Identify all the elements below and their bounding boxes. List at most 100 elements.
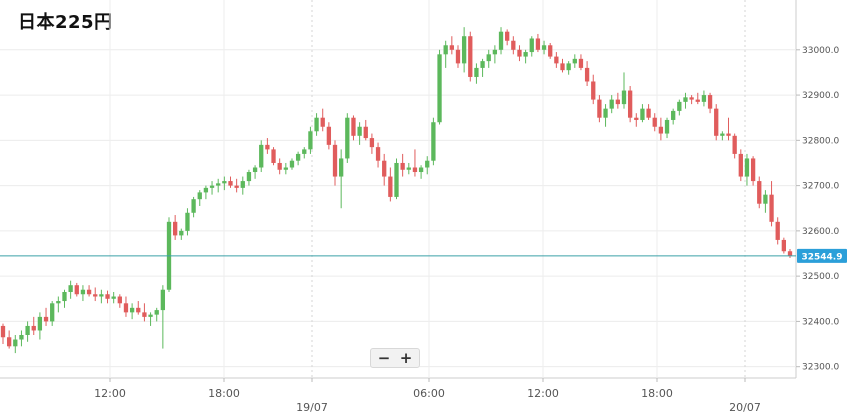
candle <box>31 316 36 335</box>
candle-body <box>240 181 245 188</box>
candle-body <box>621 90 627 105</box>
candle-body <box>431 122 436 161</box>
candle <box>68 280 73 299</box>
candle-body <box>566 63 571 71</box>
candle-body <box>99 294 104 297</box>
candle <box>505 29 510 46</box>
x-tick-label: 06:00 <box>413 387 445 400</box>
candle <box>0 323 6 345</box>
candle <box>43 307 49 326</box>
y-tick-label: 32700.0 <box>802 182 839 192</box>
x-tick-label: 12:00 <box>94 387 126 400</box>
candle <box>664 117 670 139</box>
candle <box>468 31 473 82</box>
candle-body <box>345 117 350 159</box>
candle-body <box>375 147 381 161</box>
candle <box>129 303 135 320</box>
candle <box>357 122 362 145</box>
candle-body <box>634 117 639 120</box>
candle <box>179 228 184 240</box>
candle-body <box>769 194 774 222</box>
current-price-label-bg <box>797 248 847 263</box>
y-axis: 32300.0 32400.0 32500.0 32600.0 32700.0 32800… <box>796 46 839 373</box>
candle-body <box>486 54 491 62</box>
candle-body <box>468 36 473 77</box>
candle-body <box>191 199 196 213</box>
candle-body <box>93 294 98 297</box>
candle-body <box>560 63 565 71</box>
candle <box>566 61 571 75</box>
candle <box>769 181 774 227</box>
candle <box>714 104 719 141</box>
candle <box>437 49 442 125</box>
candle <box>234 178 239 193</box>
candle-body <box>222 181 227 184</box>
candle <box>781 237 787 254</box>
candle-body <box>541 45 547 50</box>
candle-body <box>406 167 411 170</box>
candle <box>271 147 276 166</box>
candle <box>295 151 301 166</box>
candle-body <box>289 160 295 168</box>
candle <box>363 119 368 141</box>
candle-body <box>535 38 541 50</box>
candle <box>209 181 215 195</box>
zoom-in-button[interactable]: + <box>399 349 413 367</box>
candle-body <box>627 90 633 118</box>
candle <box>652 113 657 132</box>
candle-body <box>671 110 676 120</box>
candle-body <box>25 325 30 335</box>
candle-body <box>129 307 135 313</box>
candle <box>339 149 344 209</box>
candle-body <box>658 126 664 134</box>
candle <box>523 49 528 64</box>
candle-body <box>425 160 430 168</box>
candle-body <box>726 133 731 136</box>
candle-body <box>56 301 61 304</box>
candle <box>787 248 793 259</box>
candle <box>191 196 196 218</box>
x-axis: 12:00 18:00 19/07 06:00 12:00 18:00 20/07 <box>94 378 761 414</box>
candle <box>6 330 12 349</box>
candle-body <box>308 131 313 150</box>
candle-body <box>136 307 141 313</box>
candle-body <box>683 97 688 102</box>
candle <box>431 117 436 166</box>
candle-body <box>603 108 608 118</box>
candle-body <box>517 49 522 57</box>
zoom-out-button[interactable]: − <box>377 349 391 367</box>
candle-body <box>412 167 418 173</box>
candle-body <box>707 95 713 109</box>
candle <box>695 92 700 105</box>
candle-body <box>578 58 584 68</box>
candle <box>111 291 116 304</box>
candle-body <box>31 325 36 331</box>
candle <box>640 104 645 123</box>
candle <box>308 126 313 154</box>
candle <box>56 296 61 313</box>
candle-body <box>117 296 122 304</box>
y-tick-label: 32600.0 <box>802 227 839 237</box>
candle-body <box>13 339 18 347</box>
candle-body <box>203 187 209 193</box>
candle-body <box>197 192 202 200</box>
candle <box>148 312 153 326</box>
candle <box>683 92 688 109</box>
candle-body <box>664 119 670 134</box>
candle <box>461 27 467 73</box>
candle-body <box>744 158 750 177</box>
candle-body <box>455 49 461 64</box>
current-price-label: 32544.9 <box>802 252 843 262</box>
candle <box>517 45 522 62</box>
candle <box>99 289 104 304</box>
candle <box>105 290 110 304</box>
candle-body <box>388 176 393 197</box>
candle <box>609 95 614 114</box>
candle-body <box>351 117 356 136</box>
candle <box>25 321 30 342</box>
candle-body <box>640 108 645 120</box>
candle <box>345 113 350 163</box>
candle <box>252 165 258 179</box>
candle <box>492 45 498 64</box>
